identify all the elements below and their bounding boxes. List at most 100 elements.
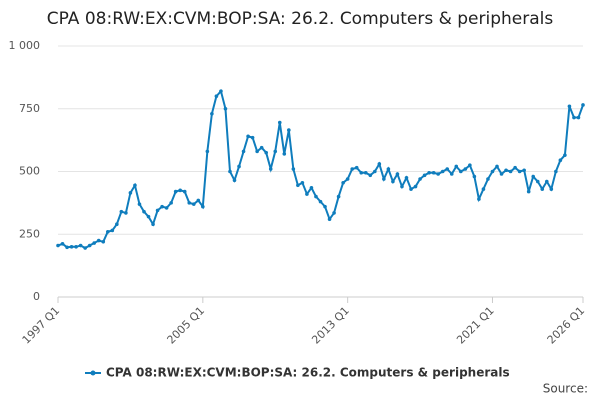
point [178, 188, 182, 193]
point [119, 209, 124, 214]
chart-title: CPA 08:RW:EX:CVM:BOP:SA: 26.2. Computers… [47, 9, 554, 29]
point [431, 170, 436, 175]
point [327, 217, 332, 221]
x-tick-label: 2026 Q1 [545, 304, 588, 347]
point [391, 179, 395, 184]
point [105, 229, 110, 234]
point [173, 189, 178, 194]
point [314, 194, 318, 199]
point [567, 104, 572, 109]
point [459, 169, 463, 174]
point [146, 214, 151, 219]
point [210, 111, 214, 116]
point [187, 201, 192, 205]
point [228, 169, 232, 174]
point [214, 94, 219, 98]
x-tick-label: 2021 Q1 [454, 304, 497, 347]
point [124, 211, 128, 215]
point [481, 187, 486, 191]
point [336, 194, 341, 199]
point [354, 165, 359, 170]
point [495, 164, 499, 169]
point [522, 168, 526, 173]
y-tick-label: 500 [19, 165, 40, 178]
point [549, 187, 554, 191]
point [427, 170, 431, 175]
point [255, 149, 259, 154]
point [409, 187, 413, 191]
point [373, 169, 377, 174]
point [128, 191, 133, 195]
point [101, 239, 106, 244]
point [287, 128, 291, 132]
y-tick-label: 250 [19, 227, 40, 240]
point [400, 184, 404, 189]
point [155, 208, 160, 213]
y-tick-label: 0 [33, 290, 40, 303]
point [219, 89, 223, 93]
legend-marker [90, 370, 96, 376]
point [223, 106, 228, 111]
point [296, 183, 300, 188]
point [205, 149, 210, 154]
source: Source: [543, 382, 588, 396]
point [477, 197, 481, 201]
point [201, 204, 205, 209]
point [69, 245, 74, 249]
point [386, 167, 391, 171]
point [554, 169, 558, 174]
point [486, 177, 490, 181]
point [65, 245, 69, 250]
point [368, 173, 373, 178]
y-tick-label: 750 [19, 102, 40, 115]
point [359, 170, 364, 175]
point [259, 145, 264, 150]
point [60, 241, 65, 246]
point [463, 167, 468, 171]
point [395, 172, 400, 176]
point [232, 178, 237, 183]
point [332, 211, 336, 215]
point [196, 198, 201, 203]
point [169, 201, 173, 205]
point [246, 134, 250, 139]
point [133, 183, 137, 188]
point [191, 202, 196, 206]
point [237, 164, 241, 169]
point [531, 174, 536, 179]
point [318, 199, 323, 204]
point [268, 167, 273, 171]
point [404, 175, 409, 180]
point [544, 179, 549, 184]
point [468, 163, 472, 168]
point [490, 169, 495, 174]
point [96, 238, 101, 243]
y-tick-label: 1 000 [9, 39, 41, 52]
point [282, 152, 287, 156]
point [540, 187, 545, 191]
point [418, 177, 422, 181]
point [264, 150, 268, 155]
point [83, 246, 87, 250]
point [535, 179, 540, 184]
point [56, 243, 60, 248]
point [341, 180, 345, 185]
point [87, 243, 92, 248]
x-tick-label: 1997 Q1 [20, 304, 63, 347]
point [151, 222, 155, 227]
point [445, 167, 450, 171]
point [517, 169, 522, 174]
point [273, 149, 278, 154]
legend-label: CPA 08:RW:EX:CVM:BOP:SA: 26.2. Computers… [106, 366, 510, 380]
x-tick-label: 2013 Q1 [309, 304, 352, 347]
point [526, 189, 531, 194]
point [305, 192, 309, 196]
point [142, 209, 146, 214]
series-line [57, 89, 584, 250]
point [572, 115, 576, 120]
point [92, 241, 97, 245]
point [377, 162, 382, 166]
point [472, 174, 477, 179]
